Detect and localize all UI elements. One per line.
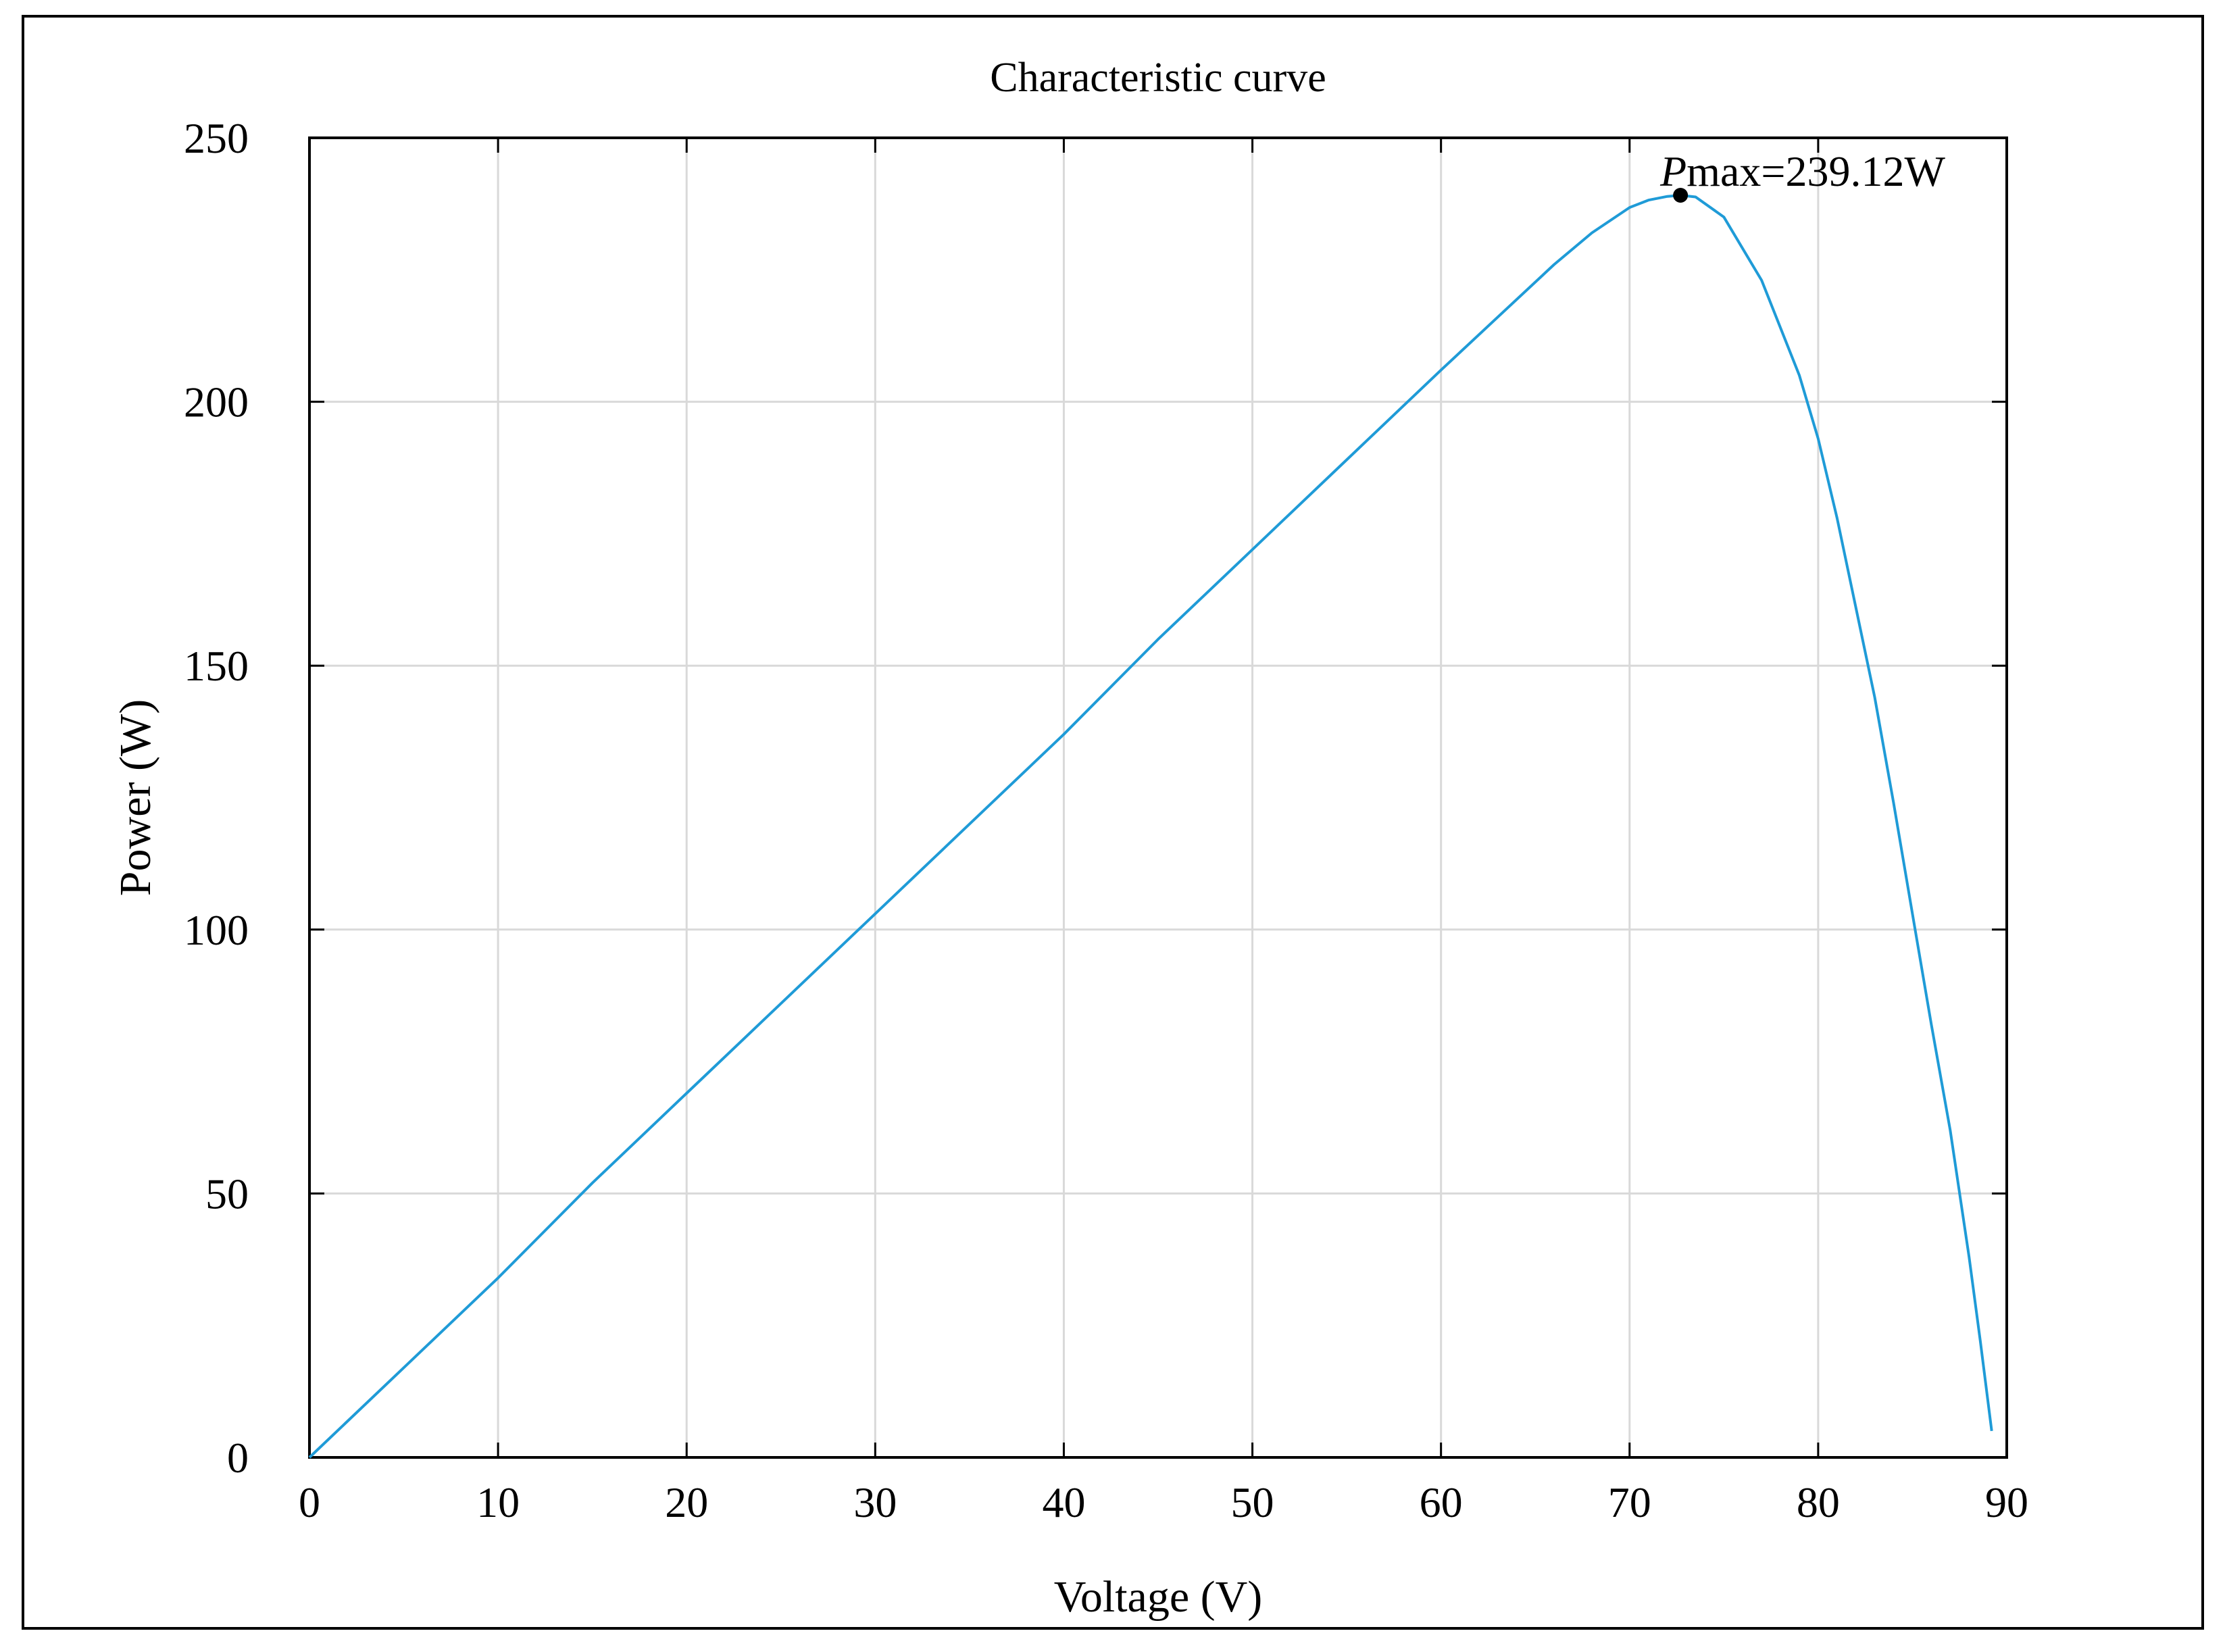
- x-tick-label: 30: [853, 1478, 897, 1526]
- tick-marks: [308, 136, 2008, 1459]
- chart-title: Characteristic curve: [990, 55, 1326, 101]
- y-tick-label: 200: [184, 378, 249, 426]
- power-voltage-curve: [308, 194, 1993, 1459]
- y-tick-label: 250: [184, 114, 249, 162]
- pmax-annotation: Pmax=239.12W: [1659, 147, 1946, 203]
- x-tick-label: 10: [476, 1478, 520, 1526]
- x-axis-label: Voltage (V): [1054, 1572, 1263, 1622]
- grid-layer: [309, 138, 2007, 1457]
- x-tick-label: 50: [1231, 1478, 1274, 1526]
- pmax-marker: [1673, 187, 1689, 203]
- y-tick-label: 50: [205, 1170, 249, 1218]
- x-tick-label: 40: [1042, 1478, 1085, 1526]
- x-tick-label: 20: [665, 1478, 708, 1526]
- x-tick-label: 90: [1985, 1478, 2028, 1526]
- pmax-label: Pmax=239.12W: [1659, 147, 1945, 195]
- plot-area-frame: [308, 136, 2008, 1459]
- x-tick-label: 70: [1608, 1478, 1651, 1526]
- y-tick-label: 150: [184, 642, 249, 690]
- x-tick-label: 60: [1420, 1478, 1463, 1526]
- y-axis-label: Power (W): [111, 699, 160, 896]
- x-tick-label: 0: [299, 1478, 320, 1526]
- x-tick-labels: 0 10 20 30 40 50 60 70 80 90: [299, 1478, 2028, 1526]
- series-layer: [308, 194, 1993, 1459]
- figure-frame: [22, 15, 2204, 1630]
- x-tick-label: 80: [1797, 1478, 1840, 1526]
- y-tick-labels: 0 50 100 150 200 250: [184, 114, 249, 1482]
- y-tick-label: 0: [227, 1434, 249, 1482]
- y-tick-label: 100: [184, 906, 249, 954]
